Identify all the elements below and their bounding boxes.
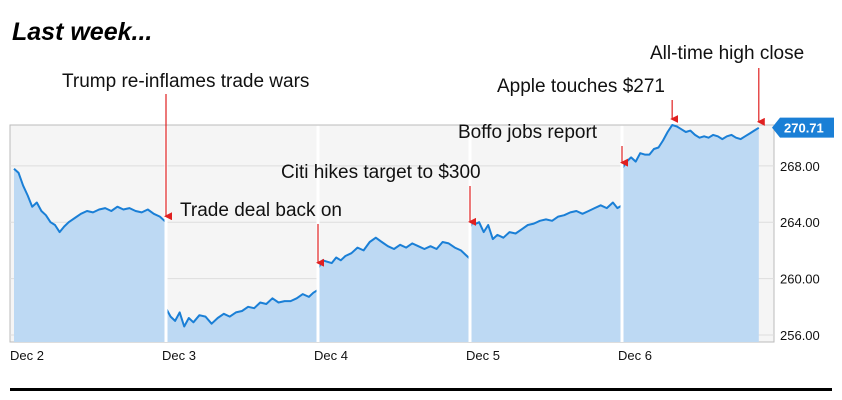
annotation-label: Apple touches $271: [497, 76, 665, 97]
last-price-badge: [772, 117, 834, 138]
annotation-label: Boffo jobs report: [458, 122, 598, 143]
area-fill-0: [14, 168, 166, 342]
bottom-divider: [10, 388, 832, 391]
x-tick-label: Dec 5: [466, 348, 500, 363]
area-fill-2: [318, 237, 470, 342]
x-tick-label: Dec 2: [10, 348, 44, 363]
page-heading: Last week...: [12, 18, 153, 46]
area-fill-4: [622, 125, 759, 342]
y-tick-label: 264.00: [780, 215, 820, 230]
y-tick-label: 260.00: [780, 272, 820, 287]
area-fill-3: [470, 202, 622, 342]
price-line-2: [317, 236, 471, 270]
price-line-0: [13, 167, 167, 234]
y-tick-label: 256.00: [780, 328, 820, 343]
annotation-label: Trump re-inflames trade wars: [62, 71, 309, 92]
price-line-1: [165, 289, 319, 328]
annotation-label: Citi hikes target to $300: [281, 162, 481, 183]
price-line-3: [469, 201, 623, 241]
annotation-label: All-time high close: [650, 43, 804, 64]
annotation-label: Trade deal back on: [180, 200, 342, 221]
x-tick-label: Dec 3: [162, 348, 196, 363]
x-tick-label: Dec 4: [314, 348, 348, 363]
x-tick-label: Dec 6: [618, 348, 652, 363]
price-line-4: [621, 124, 760, 170]
last-price-label: 270.71: [784, 121, 824, 136]
y-tick-label: 268.00: [780, 159, 820, 174]
